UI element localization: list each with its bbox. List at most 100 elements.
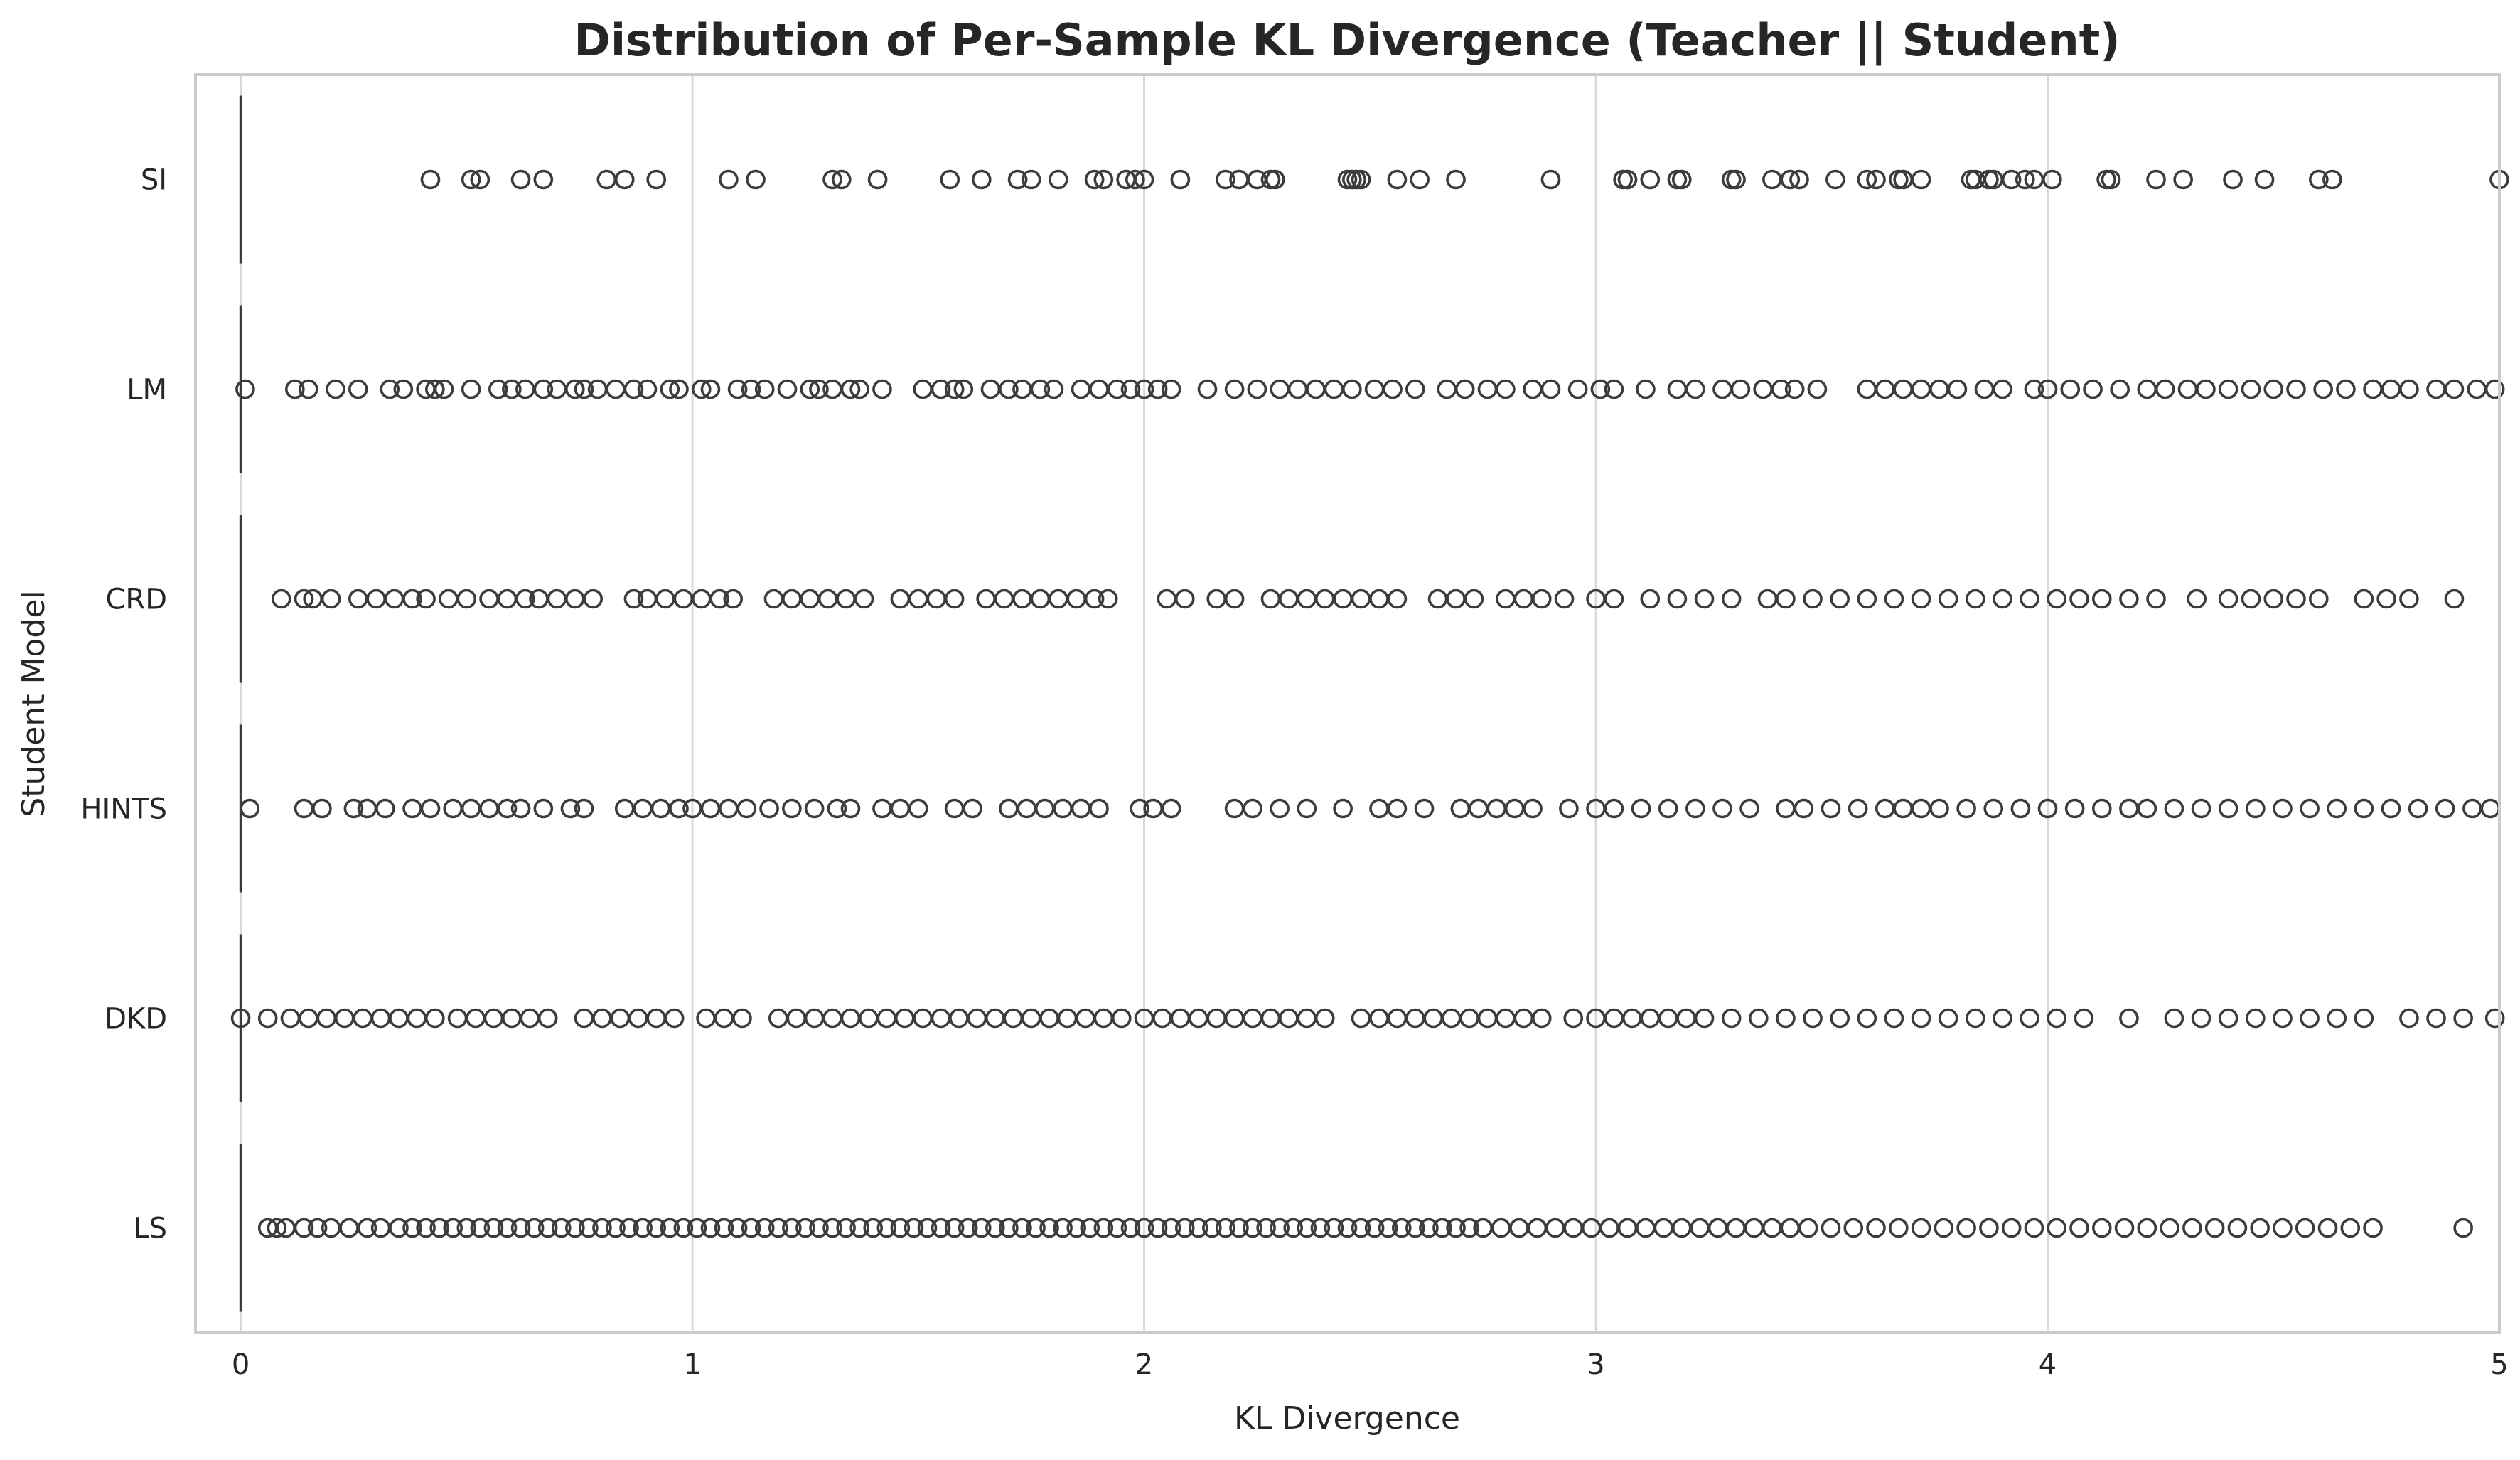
outlier-point	[2218, 798, 2238, 819]
outlier-point	[1911, 1218, 1931, 1238]
outlier-point	[416, 1218, 436, 1238]
outlier-point	[312, 798, 332, 819]
outlier-point	[890, 798, 911, 819]
outlier-point	[1260, 589, 1281, 609]
outlier-point	[1170, 169, 1191, 190]
outlier-point	[230, 1008, 251, 1029]
outlier-point	[1798, 1218, 1818, 1238]
outlier-point	[2444, 379, 2465, 399]
outlier-point	[1310, 1218, 1331, 1238]
outlier-point	[1306, 379, 1326, 399]
outlier-point	[894, 1008, 915, 1029]
outlier-point	[2024, 379, 2044, 399]
outlier-point	[1270, 1218, 1290, 1238]
y-tick-label: DKD	[104, 1003, 167, 1036]
outlier-point	[2336, 379, 2356, 399]
outlier-point	[497, 798, 518, 819]
outlier-point	[2399, 589, 2419, 609]
outlier-point	[439, 589, 459, 609]
outlier-point	[660, 1218, 680, 1238]
outlier-point	[1152, 1008, 1172, 1029]
outlier-point	[1053, 1218, 1073, 1238]
outlier-point	[1559, 798, 1579, 819]
outlier-point	[863, 1218, 884, 1238]
outlier-point	[669, 379, 689, 399]
outlier-point	[1034, 798, 1055, 819]
outlier-point	[999, 379, 1019, 399]
outlier-point	[2286, 589, 2306, 609]
outlier-point	[1297, 1218, 1317, 1238]
outlier-point	[497, 1218, 518, 1238]
outlier-point	[1884, 589, 1904, 609]
outlier-point	[2480, 798, 2501, 819]
outlier-point	[1410, 169, 1430, 190]
outlier-point	[1224, 1008, 1245, 1029]
outlier-point	[1694, 1008, 1715, 1029]
outlier-point	[1161, 379, 1181, 399]
outlier-point	[1351, 1008, 1371, 1029]
outlier-point	[700, 379, 721, 399]
outlier-point	[1265, 169, 1285, 190]
outlier-point	[1391, 1218, 1412, 1238]
outlier-point	[1333, 589, 1353, 609]
outlier-point	[2218, 589, 2238, 609]
outlier-point	[741, 379, 761, 399]
outlier-point	[1523, 379, 1543, 399]
outlier-point	[763, 589, 784, 609]
outlier-point	[1523, 798, 1543, 819]
outlier-point	[1188, 1008, 1208, 1029]
outlier-point	[1243, 1008, 1262, 1029]
outlier-point	[1324, 1218, 1344, 1238]
outlier-point	[1748, 1008, 1769, 1029]
outlier-point	[1084, 589, 1105, 609]
outlier-point	[1721, 1008, 1742, 1029]
outlier-point	[1866, 169, 1886, 190]
outlier-point	[1283, 1218, 1304, 1238]
outlier-point	[1174, 589, 1195, 609]
outlier-point	[2354, 1008, 2374, 1029]
outlier-point	[1387, 589, 1408, 609]
outlier-point	[2484, 379, 2505, 399]
outlier-point	[466, 1008, 486, 1029]
outlier-point	[1784, 379, 1805, 399]
outlier-point	[1667, 589, 1688, 609]
outlier-point	[520, 1008, 540, 1029]
outlier-point	[1342, 379, 1362, 399]
outlier-point	[1685, 379, 1705, 399]
outlier-point	[2376, 589, 2396, 609]
outlier-point	[2273, 1008, 2293, 1029]
outlier-point	[1875, 379, 1895, 399]
outlier-point	[890, 1218, 911, 1238]
outlier-point	[931, 1218, 951, 1238]
outlier-point	[1351, 1218, 1371, 1238]
outlier-point	[1567, 379, 1588, 399]
outlier-point	[384, 589, 404, 609]
outlier-point	[1134, 1218, 1154, 1238]
outlier-point	[2309, 169, 2329, 190]
outlier-point	[479, 589, 499, 609]
outlier-point	[1581, 1218, 1602, 1238]
outlier-point	[2246, 798, 2266, 819]
outlier-point	[1857, 379, 1877, 399]
outlier-point	[1540, 169, 1561, 190]
outlier-point	[2426, 1008, 2446, 1029]
outlier-point	[294, 589, 314, 609]
outlier-point	[533, 379, 554, 399]
outlier-point	[2187, 589, 2207, 609]
outlier-point	[1089, 798, 1109, 819]
outlier-point	[1107, 1218, 1127, 1238]
outlier-point	[429, 1218, 449, 1238]
outlier-point	[574, 798, 594, 819]
outlier-point	[1446, 589, 1466, 609]
outlier-point	[827, 798, 847, 819]
outlier-point	[768, 1008, 788, 1029]
outlier-point	[574, 379, 594, 399]
y-tick-label: SI	[141, 164, 167, 197]
outlier-point	[2069, 589, 2089, 609]
outlier-point	[257, 1008, 278, 1029]
outlier-point	[380, 379, 400, 399]
outlier-point	[1170, 1008, 1191, 1029]
outlier-point	[2254, 169, 2275, 190]
outlier-point	[1893, 798, 1913, 819]
outlier-point	[876, 1008, 897, 1029]
